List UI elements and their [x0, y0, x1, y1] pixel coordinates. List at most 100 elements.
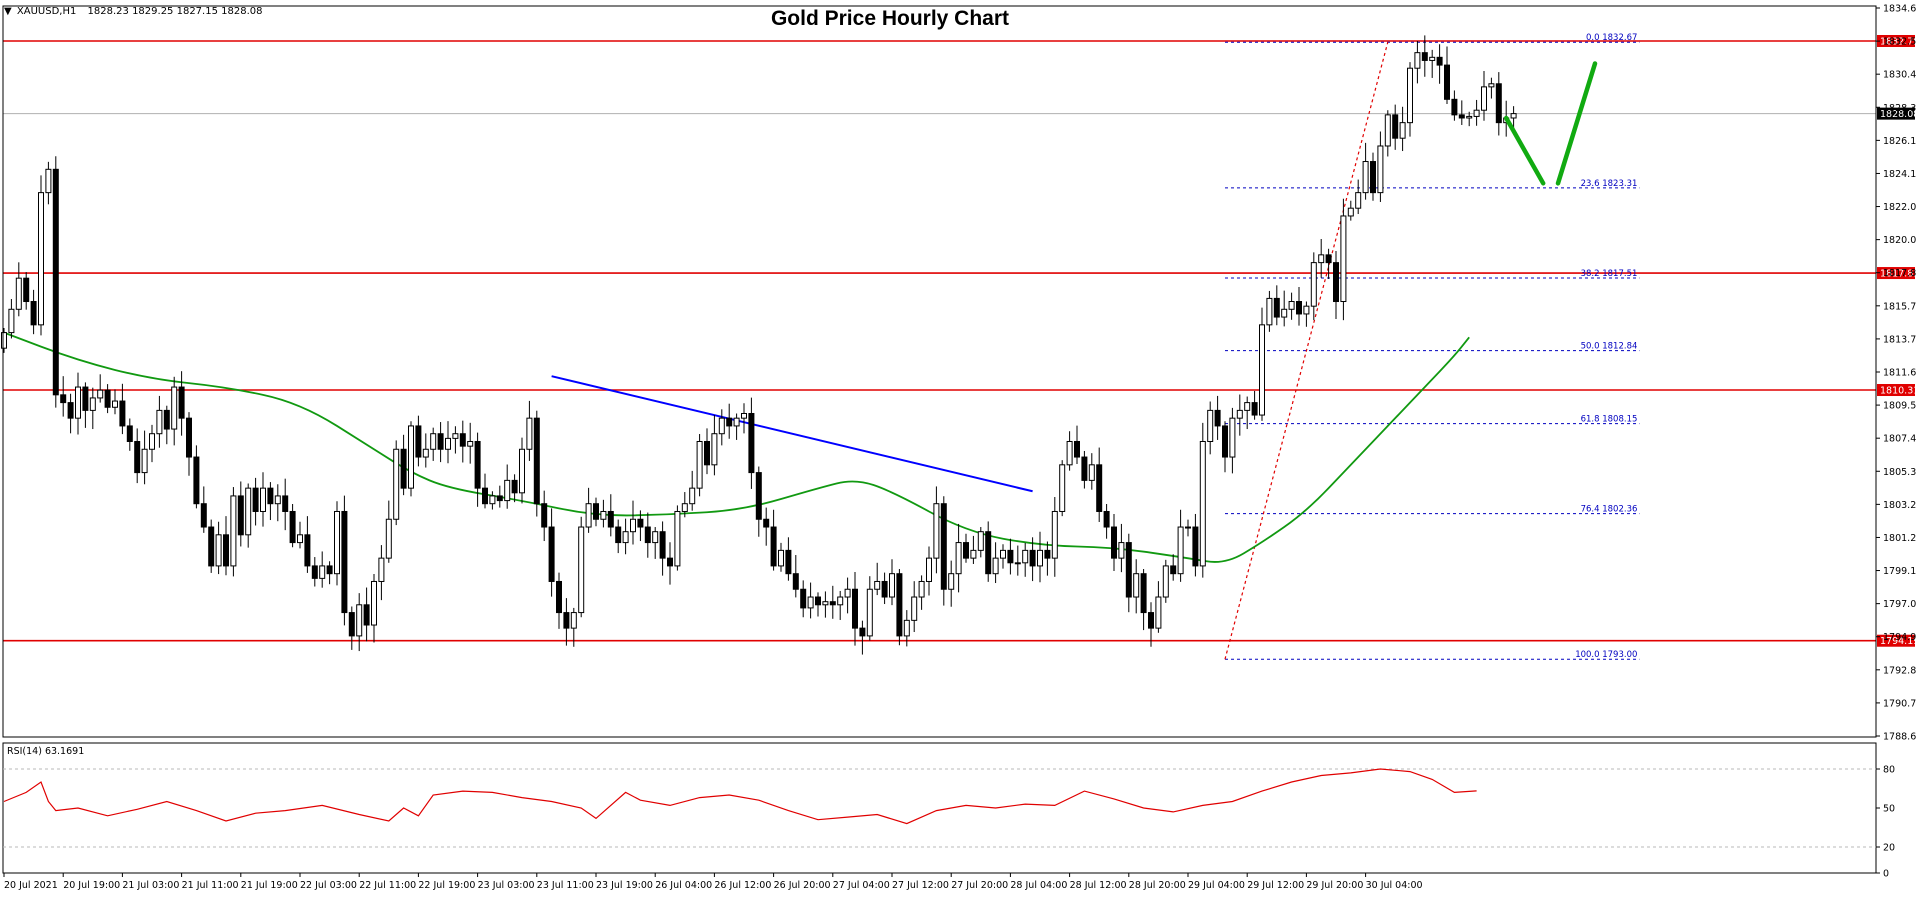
candlestick[interactable]	[1303, 301, 1310, 327]
candlestick[interactable]	[393, 440, 400, 526]
candlestick[interactable]	[459, 420, 466, 463]
candlestick[interactable]	[319, 551, 326, 588]
candlestick[interactable]	[1222, 421, 1228, 473]
candlestick[interactable]	[260, 472, 266, 527]
candlestick[interactable]	[1392, 104, 1399, 150]
candlestick[interactable]	[866, 576, 873, 641]
candlestick[interactable]	[1214, 395, 1221, 440]
candlestick[interactable]	[1481, 71, 1487, 121]
candlestick[interactable]	[45, 161, 52, 205]
candlestick[interactable]	[297, 521, 303, 549]
candlestick[interactable]	[1118, 523, 1125, 573]
candlestick[interactable]	[963, 533, 969, 563]
candlestick[interactable]	[903, 610, 910, 647]
candlestick[interactable]	[1029, 537, 1036, 582]
candlestick[interactable]	[1140, 569, 1147, 631]
candlestick[interactable]	[800, 580, 807, 618]
candlestick[interactable]	[644, 512, 651, 558]
candlestick[interactable]	[112, 389, 118, 415]
candlestick[interactable]	[630, 500, 636, 545]
candlestick[interactable]	[674, 505, 681, 571]
candlestick[interactable]	[1022, 542, 1029, 577]
candlestick[interactable]	[992, 542, 999, 584]
candlestick[interactable]	[119, 383, 126, 435]
candlestick[interactable]	[667, 542, 673, 585]
candlestick[interactable]	[200, 486, 207, 533]
candlestick[interactable]	[696, 434, 703, 497]
candlestick[interactable]	[822, 591, 829, 618]
candlestick[interactable]	[1066, 431, 1073, 471]
candlestick[interactable]	[844, 577, 851, 614]
candlestick[interactable]	[881, 572, 888, 605]
candlestick[interactable]	[104, 384, 111, 414]
candlestick[interactable]	[126, 418, 133, 451]
candlestick[interactable]	[1177, 509, 1184, 582]
candlestick[interactable]	[1044, 541, 1051, 576]
candlestick[interactable]	[1051, 497, 1058, 577]
candlestick[interactable]	[607, 494, 614, 537]
candlestick[interactable]	[134, 428, 141, 484]
candlestick[interactable]	[1273, 285, 1280, 326]
candlestick[interactable]	[1125, 533, 1132, 613]
candlestick[interactable]	[1081, 450, 1088, 489]
candlestick[interactable]	[1148, 602, 1154, 647]
candlestick[interactable]	[274, 484, 281, 522]
candlestick[interactable]	[1488, 77, 1495, 99]
candlestick[interactable]	[1495, 72, 1502, 136]
candlestick[interactable]	[1414, 40, 1421, 84]
candlestick[interactable]	[511, 474, 518, 503]
candlestick[interactable]	[1421, 35, 1428, 77]
candlestick[interactable]	[1162, 559, 1169, 603]
candlestick[interactable]	[245, 483, 252, 548]
candlestick[interactable]	[785, 537, 792, 581]
candlestick[interactable]	[400, 434, 407, 496]
candlestick[interactable]	[15, 262, 22, 317]
candlestick[interactable]	[230, 487, 237, 577]
candlestick[interactable]	[1288, 292, 1295, 320]
candlestick[interactable]	[1377, 131, 1384, 202]
candlestick[interactable]	[911, 581, 918, 633]
candlestick[interactable]	[178, 371, 185, 436]
candlestick[interactable]	[615, 519, 622, 554]
candlestick[interactable]	[1007, 538, 1014, 575]
candlestick[interactable]	[430, 427, 437, 461]
candlestick[interactable]	[141, 430, 148, 485]
candlestick[interactable]	[215, 521, 222, 575]
candlestick[interactable]	[326, 561, 333, 585]
candlestick[interactable]	[82, 382, 89, 428]
candlestick[interactable]	[452, 426, 459, 454]
candlestick[interactable]	[1473, 99, 1480, 126]
candlestick[interactable]	[385, 500, 392, 563]
candlestick[interactable]	[948, 560, 955, 607]
candlestick[interactable]	[474, 432, 481, 507]
candlestick[interactable]	[1229, 407, 1236, 474]
candlestick[interactable]	[733, 413, 740, 440]
candlestick[interactable]	[1333, 250, 1339, 320]
candlestick[interactable]	[896, 569, 903, 646]
candlestick[interactable]	[193, 445, 200, 509]
candlestick[interactable]	[1207, 401, 1214, 455]
candlestick[interactable]	[1399, 106, 1406, 152]
candlestick[interactable]	[482, 473, 488, 509]
candlestick[interactable]	[1244, 396, 1251, 430]
candlestick[interactable]	[163, 405, 170, 445]
candlestick[interactable]	[1436, 44, 1443, 84]
candlestick[interactable]	[1466, 111, 1473, 127]
candlestick[interactable]	[252, 477, 259, 526]
candlestick[interactable]	[445, 421, 451, 464]
candlestick[interactable]	[556, 572, 562, 629]
candlestick[interactable]	[75, 372, 81, 435]
candlestick[interactable]	[289, 504, 296, 548]
candlestick[interactable]	[548, 508, 555, 597]
candlestick[interactable]	[1325, 248, 1332, 279]
candlestick[interactable]	[593, 497, 599, 527]
candlestick[interactable]	[815, 592, 821, 617]
candlestick[interactable]	[1407, 62, 1413, 137]
candlestick[interactable]	[1458, 100, 1465, 125]
candlestick[interactable]	[519, 437, 525, 504]
candlestick[interactable]	[89, 387, 96, 430]
candlestick[interactable]	[1429, 49, 1436, 78]
candlestick[interactable]	[689, 470, 696, 511]
